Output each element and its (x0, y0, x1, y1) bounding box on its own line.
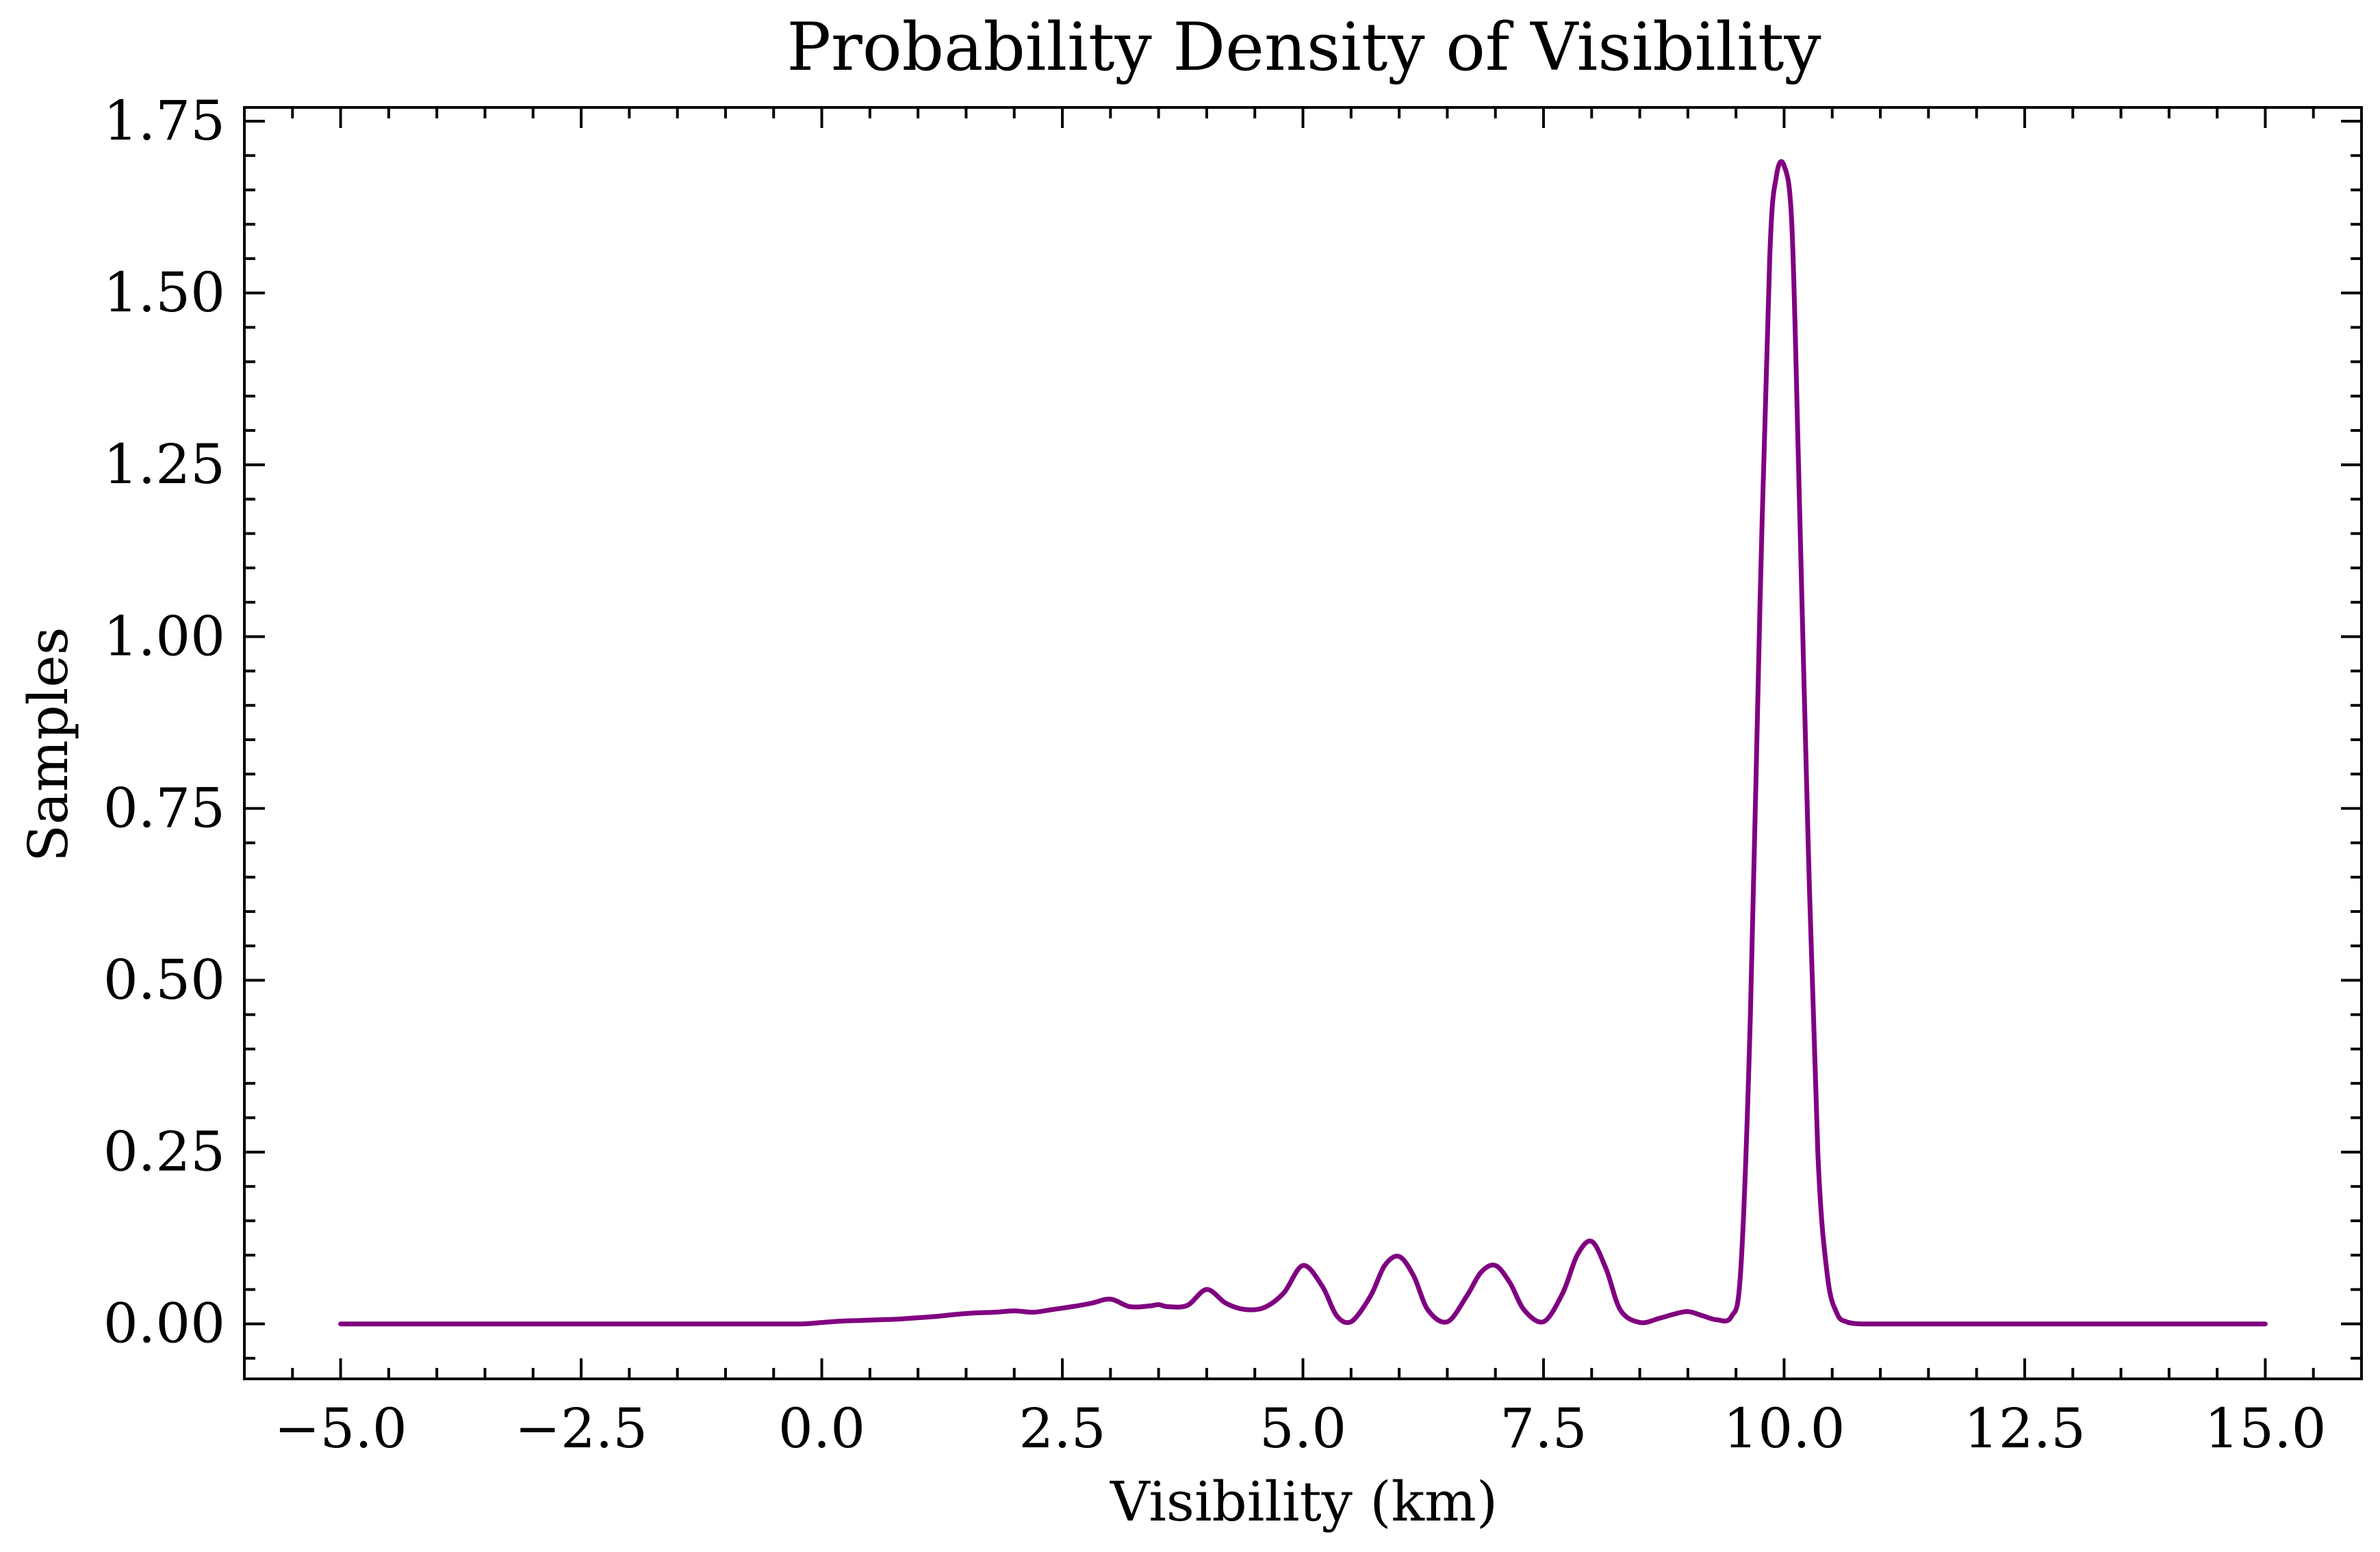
x-tick-label: 5.0 (1259, 1397, 1346, 1460)
y-tick-label: 1.00 (103, 604, 225, 668)
plot-area-frame (243, 106, 2363, 1380)
x-tick-label: −2.5 (515, 1397, 648, 1460)
axis-ticks (243, 107, 2363, 1379)
x-tick-label: 12.5 (1964, 1397, 2086, 1460)
y-tick-label: 1.25 (103, 432, 225, 496)
y-axis-title: Samples (16, 627, 80, 862)
y-tick-label: 1.50 (103, 261, 225, 324)
x-tick-label: 15.0 (2204, 1397, 2326, 1460)
x-tick-label: 0.0 (778, 1397, 865, 1460)
density-line (338, 159, 2268, 1327)
y-tick-label: 1.75 (103, 89, 225, 153)
x-tick-label: 7.5 (1500, 1397, 1587, 1460)
x-axis-title: Visibility (km) (1110, 1470, 1498, 1534)
x-tick-label: −5.0 (274, 1397, 407, 1460)
y-tick-label: 0.75 (103, 776, 225, 840)
y-tick-label: 0.50 (103, 948, 225, 1011)
y-tick-label: 0.00 (103, 1292, 225, 1356)
y-tick-label: 0.25 (103, 1120, 225, 1184)
tick-labels: −5.0 −2.5 0.0 2.5 5.0 7.5 10.0 12.5 15.0 0.00 0.25… (103, 89, 2327, 1460)
x-tick-label: 2.5 (1019, 1397, 1105, 1460)
chart-title: Probability Density of Visibility (786, 9, 1821, 86)
x-tick-label: 10.0 (1723, 1397, 1845, 1460)
